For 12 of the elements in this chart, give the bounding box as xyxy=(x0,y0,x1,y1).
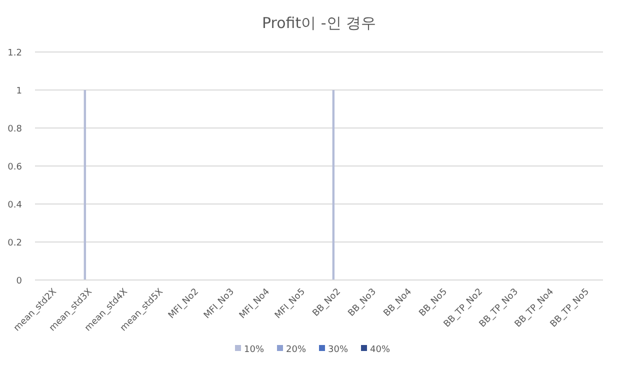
y-tick-label: 1 xyxy=(16,86,22,96)
legend-label: 30% xyxy=(328,345,348,355)
legend-label: 20% xyxy=(286,345,306,355)
legend-label: 40% xyxy=(370,345,390,355)
y-tick-label: 0.8 xyxy=(8,124,22,134)
y-tick-label: 0.4 xyxy=(8,200,22,210)
legend-label: 10% xyxy=(244,345,264,355)
y-tick-label: 1.2 xyxy=(8,48,22,58)
y-tick-label: 0.2 xyxy=(8,238,22,248)
title: Profit이 -인 경우 xyxy=(262,14,376,32)
y-tick-label: 0 xyxy=(16,276,22,286)
y-tick-label: 0.6 xyxy=(8,162,22,172)
